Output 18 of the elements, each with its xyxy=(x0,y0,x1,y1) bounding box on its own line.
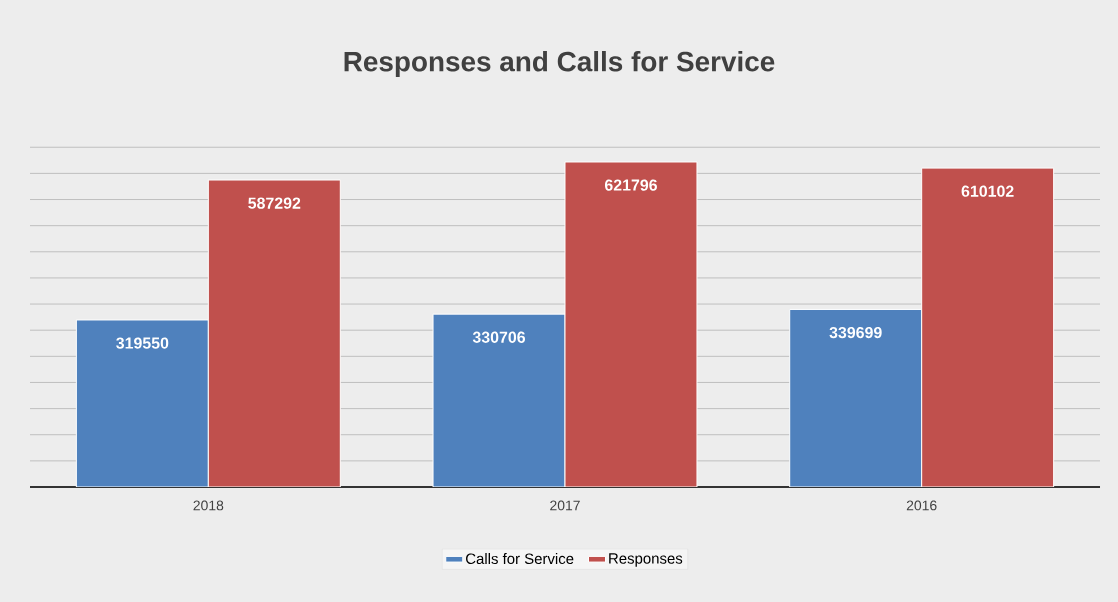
legend-label: Responses xyxy=(609,553,683,567)
legend-label: Calls for Service xyxy=(466,553,574,565)
data-label: 330706 xyxy=(472,331,526,343)
x-tick-label: 2016 xyxy=(906,500,937,511)
data-label: 621796 xyxy=(604,179,657,191)
data-label: 610102 xyxy=(961,185,1014,197)
data-label: 319550 xyxy=(116,337,169,349)
bar xyxy=(207,179,341,487)
bar xyxy=(789,308,923,487)
bar xyxy=(75,319,209,487)
data-label: 339699 xyxy=(829,326,882,339)
data-label: 587292 xyxy=(248,197,301,209)
bar xyxy=(921,167,1055,487)
x-tick-label: 2017 xyxy=(550,500,580,511)
bar xyxy=(564,161,698,487)
chart-title: Responses and Calls for Service xyxy=(344,51,775,77)
bar xyxy=(432,313,566,487)
x-tick-label: 2018 xyxy=(193,500,224,511)
